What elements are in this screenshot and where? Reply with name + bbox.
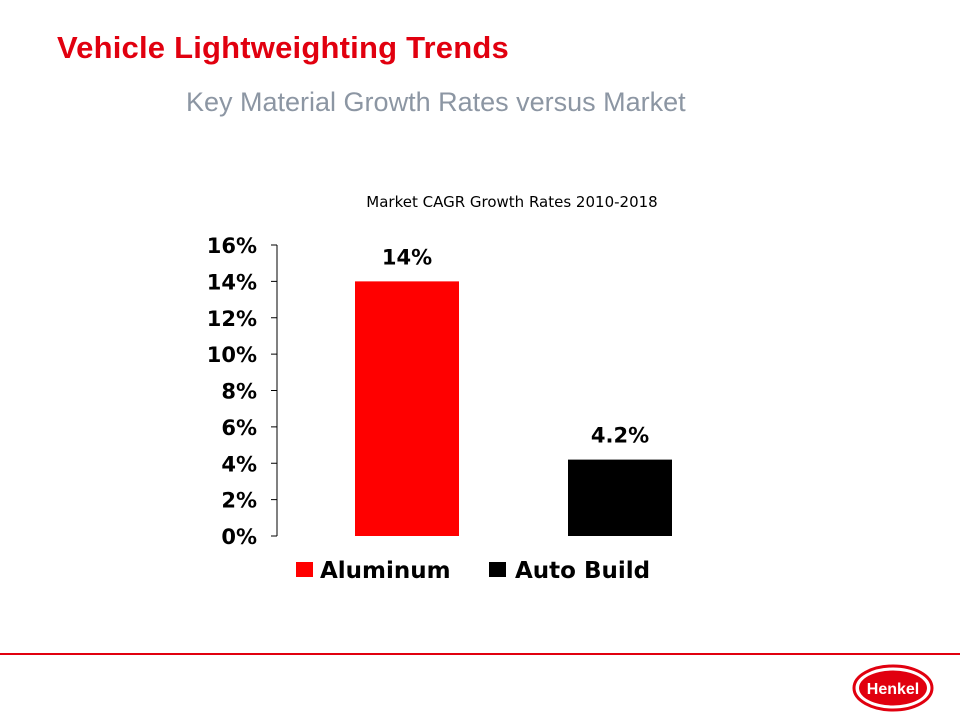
bar-value-label: 4.2% <box>591 424 649 448</box>
y-tick-label: 12% <box>207 307 257 331</box>
legend-label: Aluminum <box>320 558 451 584</box>
y-tick-label: 10% <box>207 343 257 367</box>
y-tick-label: 6% <box>221 416 257 440</box>
slide-title: Vehicle Lightweighting Trends <box>57 30 509 65</box>
y-tick-label: 14% <box>207 270 257 294</box>
bar-aluminum <box>355 281 459 536</box>
legend-swatch <box>296 562 313 577</box>
slide-subtitle: Key Material Growth Rates versus Market <box>186 87 686 117</box>
footer-divider <box>0 653 960 655</box>
bar-auto-build <box>568 459 672 536</box>
y-tick-label: 16% <box>207 234 257 258</box>
legend-label: Auto Build <box>515 558 650 584</box>
henkel-logo-text: Henkel <box>867 681 919 698</box>
y-tick-label: 0% <box>221 525 257 549</box>
legend-swatch <box>489 562 506 577</box>
y-tick-label: 2% <box>221 489 257 513</box>
bar-value-label: 14% <box>382 245 432 269</box>
henkel-logo: Henkel <box>852 664 934 712</box>
y-tick-label: 8% <box>221 380 257 404</box>
y-tick-label: 4% <box>221 452 257 476</box>
chart-title: Market CAGR Growth Rates 2010-2018 <box>366 193 657 211</box>
